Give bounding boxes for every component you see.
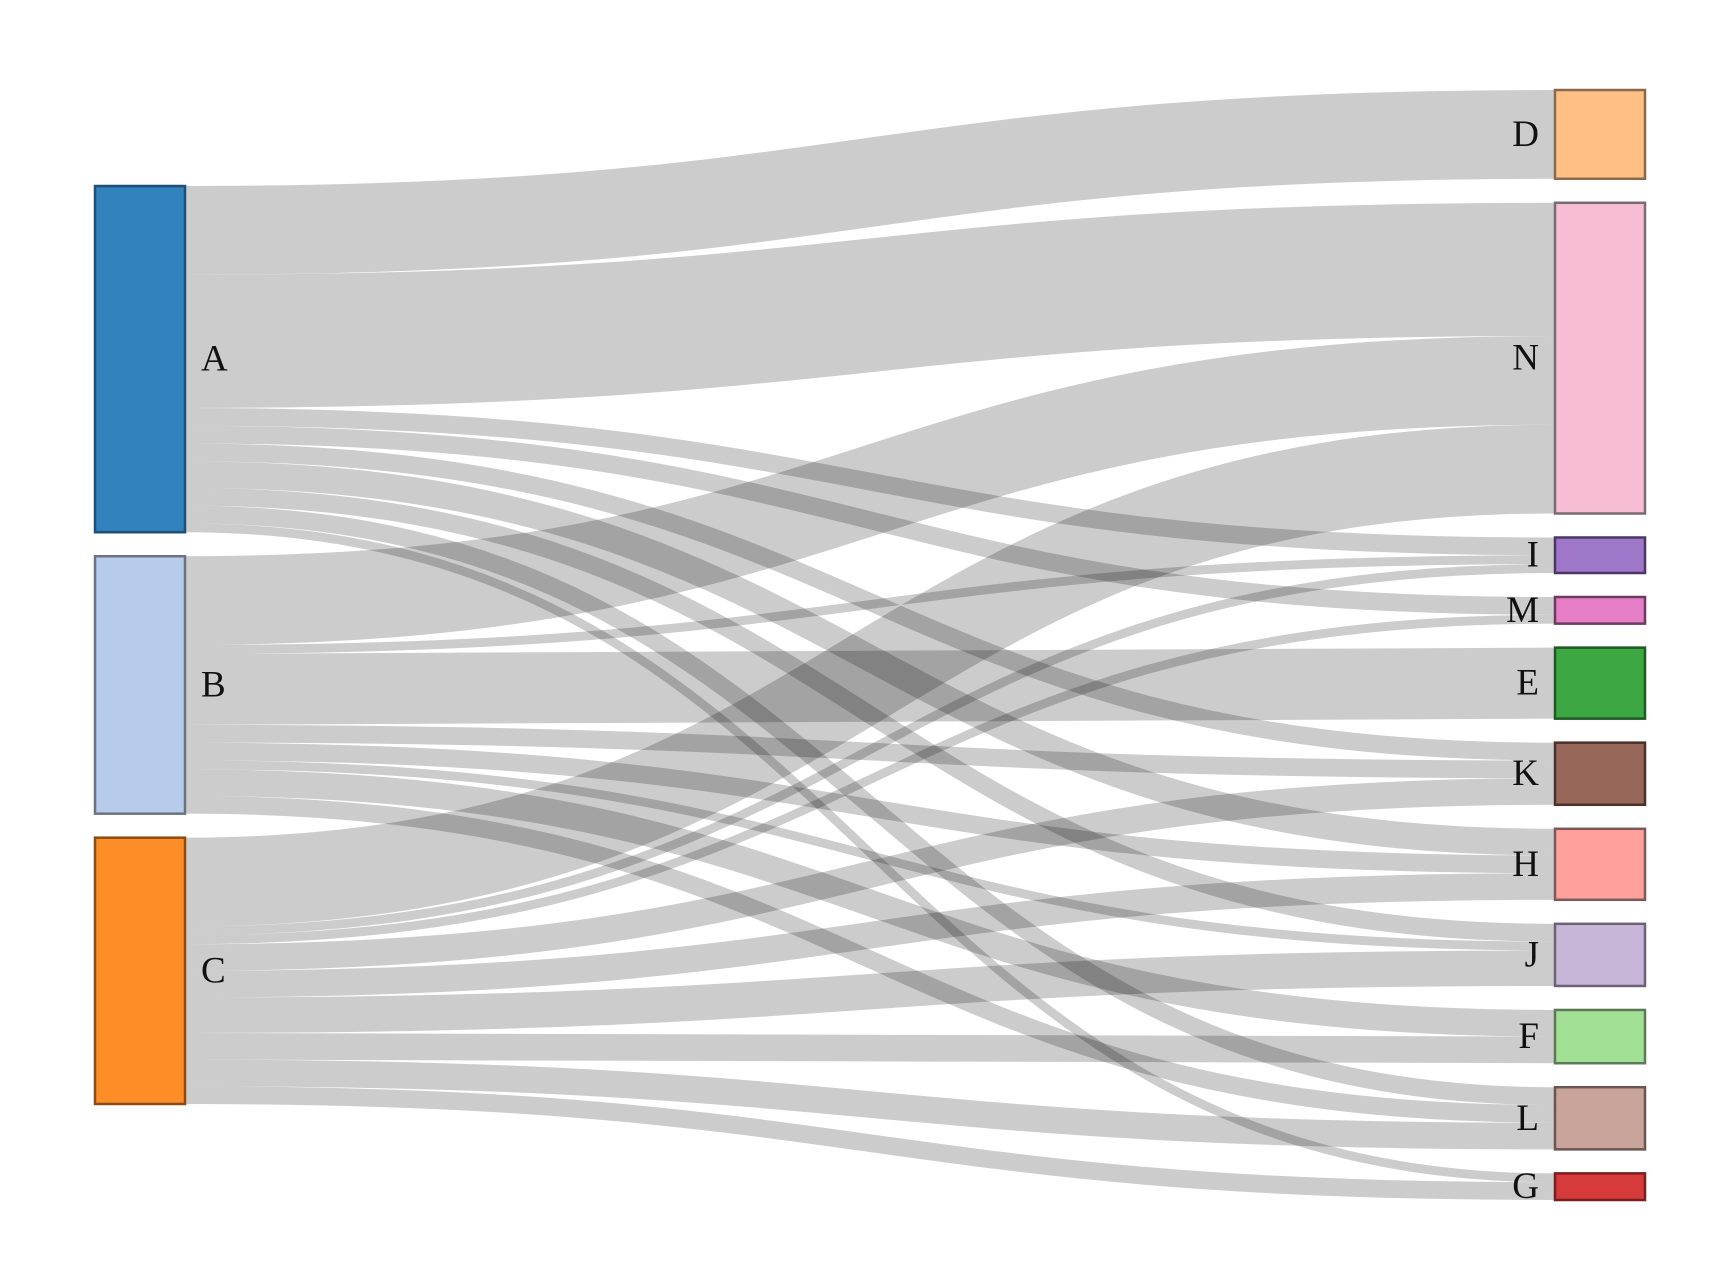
links-layer [184, 90, 1556, 1200]
node-label-i: I [1527, 535, 1539, 576]
link-b-l [184, 795, 1556, 1123]
link-c-n [184, 424, 1556, 927]
node-l [1553, 1085, 1647, 1151]
node-label-c: C [201, 950, 226, 991]
node-g [1553, 1172, 1647, 1202]
nodes-layer [93, 88, 1647, 1202]
link-c-i [184, 564, 1556, 936]
node-label-a: A [201, 339, 228, 380]
node-b [93, 554, 187, 815]
node-k [1553, 741, 1647, 807]
node-label-j: J [1525, 934, 1539, 975]
link-c-h [184, 873, 1556, 998]
link-a-l [184, 505, 1556, 1105]
link-b-n [184, 335, 1556, 645]
node-label-k: K [1512, 753, 1539, 794]
node-i [1553, 536, 1647, 575]
link-c-j [184, 950, 1556, 1033]
link-a-j [184, 487, 1556, 942]
node-h [1553, 827, 1647, 902]
node-label-h: H [1512, 844, 1539, 885]
node-e [1553, 646, 1647, 720]
node-label-e: E [1516, 663, 1539, 704]
node-label-f: F [1518, 1016, 1539, 1057]
node-j [1553, 922, 1647, 988]
node-label-n: N [1512, 338, 1539, 379]
node-label-m: M [1506, 590, 1539, 631]
link-a-d [184, 90, 1556, 275]
link-b-j [184, 760, 1556, 951]
node-label-b: B [201, 664, 226, 705]
link-b-e [184, 647, 1556, 725]
link-a-n [184, 202, 1556, 408]
node-m [1553, 595, 1647, 625]
node-label-d: D [1512, 114, 1539, 155]
link-b-i [184, 555, 1556, 654]
link-a-i [184, 407, 1556, 556]
node-label-g: G [1512, 1166, 1539, 1207]
node-c [93, 836, 187, 1106]
link-a-g [184, 523, 1556, 1183]
node-label-l: L [1516, 1098, 1539, 1139]
link-c-f [184, 1032, 1556, 1064]
node-d [1553, 88, 1647, 181]
link-b-h [184, 742, 1556, 874]
link-a-m [184, 425, 1556, 615]
link-c-m [184, 614, 1556, 945]
link-c-l [184, 1059, 1556, 1150]
link-a-h [184, 461, 1556, 856]
node-f [1553, 1008, 1647, 1065]
node-a [93, 184, 187, 534]
link-b-f [184, 769, 1556, 1037]
link-b-k [184, 724, 1556, 779]
link-c-k [184, 778, 1556, 971]
node-n [1553, 201, 1647, 515]
link-a-k [184, 443, 1556, 761]
link-c-g [184, 1086, 1556, 1200]
